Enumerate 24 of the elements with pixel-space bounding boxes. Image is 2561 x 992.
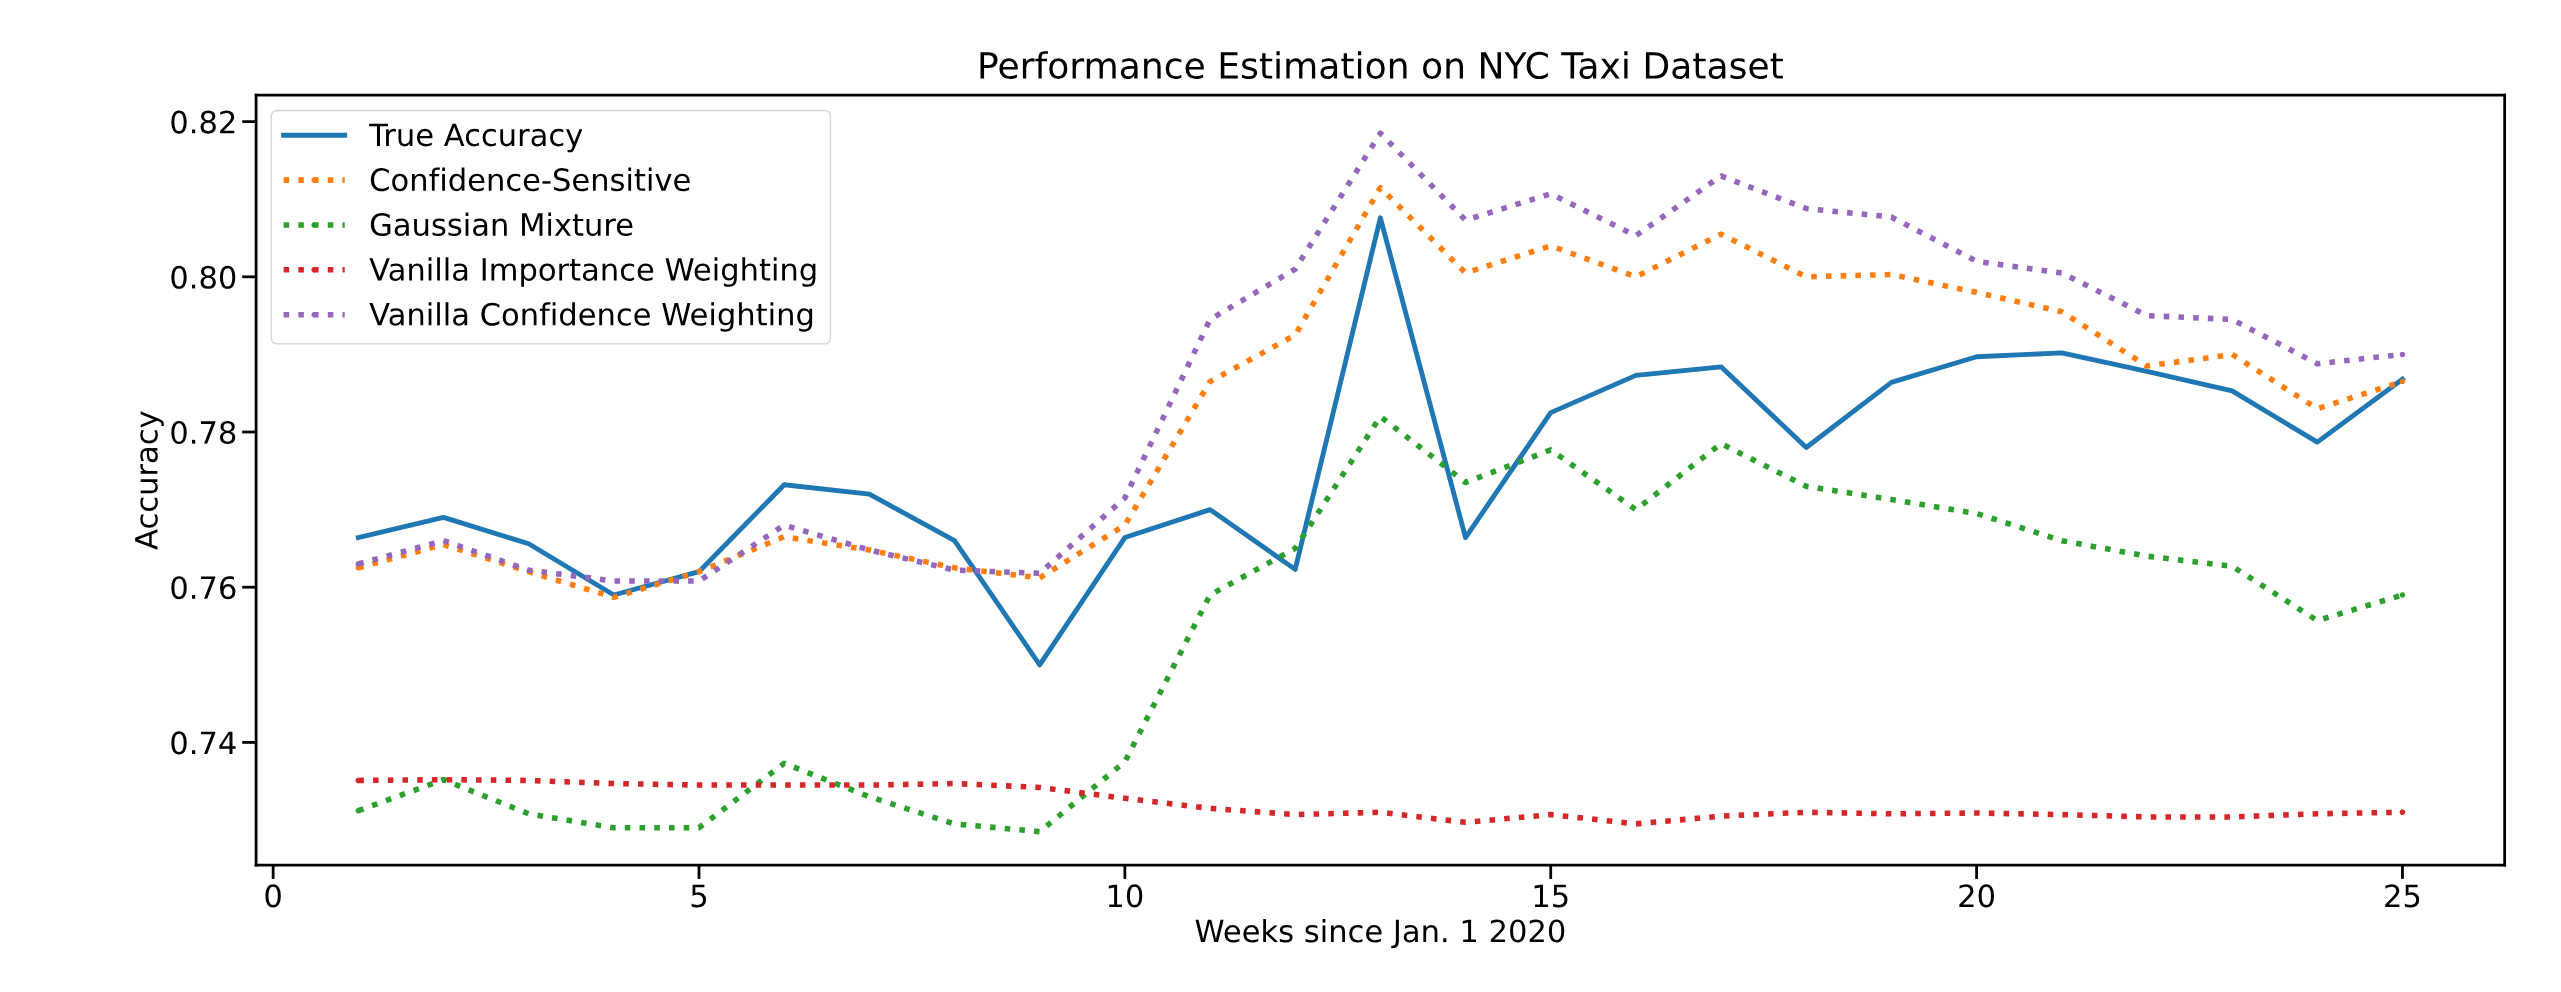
y-tick-label: 0.82 [171, 110, 235, 134]
legend-label: Gaussian Mixture [370, 212, 633, 237]
legend-label: Vanilla Confidence Weighting [369, 302, 813, 332]
x-tick-label: 5 [691, 884, 707, 908]
point [355, 807, 362, 814]
x-axis-title: Weeks since Jan. 1 2020 [1195, 918, 1565, 949]
chart-title: Performance Estimation on NYC Taxi Dataset [980, 51, 1783, 80]
x-tick-label: 25 [2385, 884, 2420, 908]
y-tick-label: 0.80 [171, 265, 236, 289]
x-tick-label: 0 [265, 884, 281, 908]
point [2399, 592, 2406, 598]
x-tick-label: 20 [1959, 884, 1994, 908]
y-axis-title: Accuracy [135, 411, 164, 550]
y-tick-label: 0.74 [171, 731, 236, 755]
point [2399, 809, 2406, 816]
y-tick-label: 0.78 [171, 420, 236, 445]
y-tick-label: 0.76 [171, 576, 236, 600]
x-tick-label: 15 [1534, 884, 1568, 908]
point [2399, 351, 2406, 358]
legend-label: Vanilla Importance Weighting [369, 257, 816, 287]
legend-label: True Accuracy [369, 123, 583, 153]
x-tick-label: 10 [1108, 884, 1143, 908]
legend-label: Confidence-Sensitive [370, 167, 690, 192]
point [2399, 378, 2406, 385]
